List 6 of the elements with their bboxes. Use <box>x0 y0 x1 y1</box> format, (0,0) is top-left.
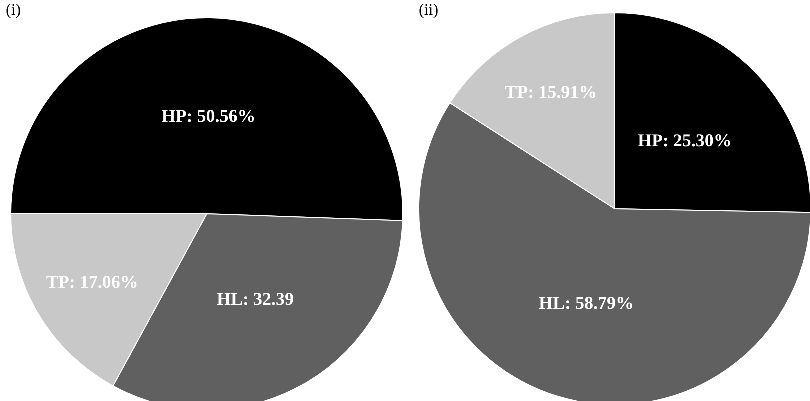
slice-label: HP: 25.30% <box>638 130 732 150</box>
slice-label: HP: 50.56% <box>162 106 256 126</box>
chart-title: (ii) <box>419 2 439 20</box>
slice-label: HL: 58.79% <box>539 292 634 313</box>
slice-label: HL: 32.39 <box>217 289 294 310</box>
chart-title: (i) <box>6 2 22 20</box>
